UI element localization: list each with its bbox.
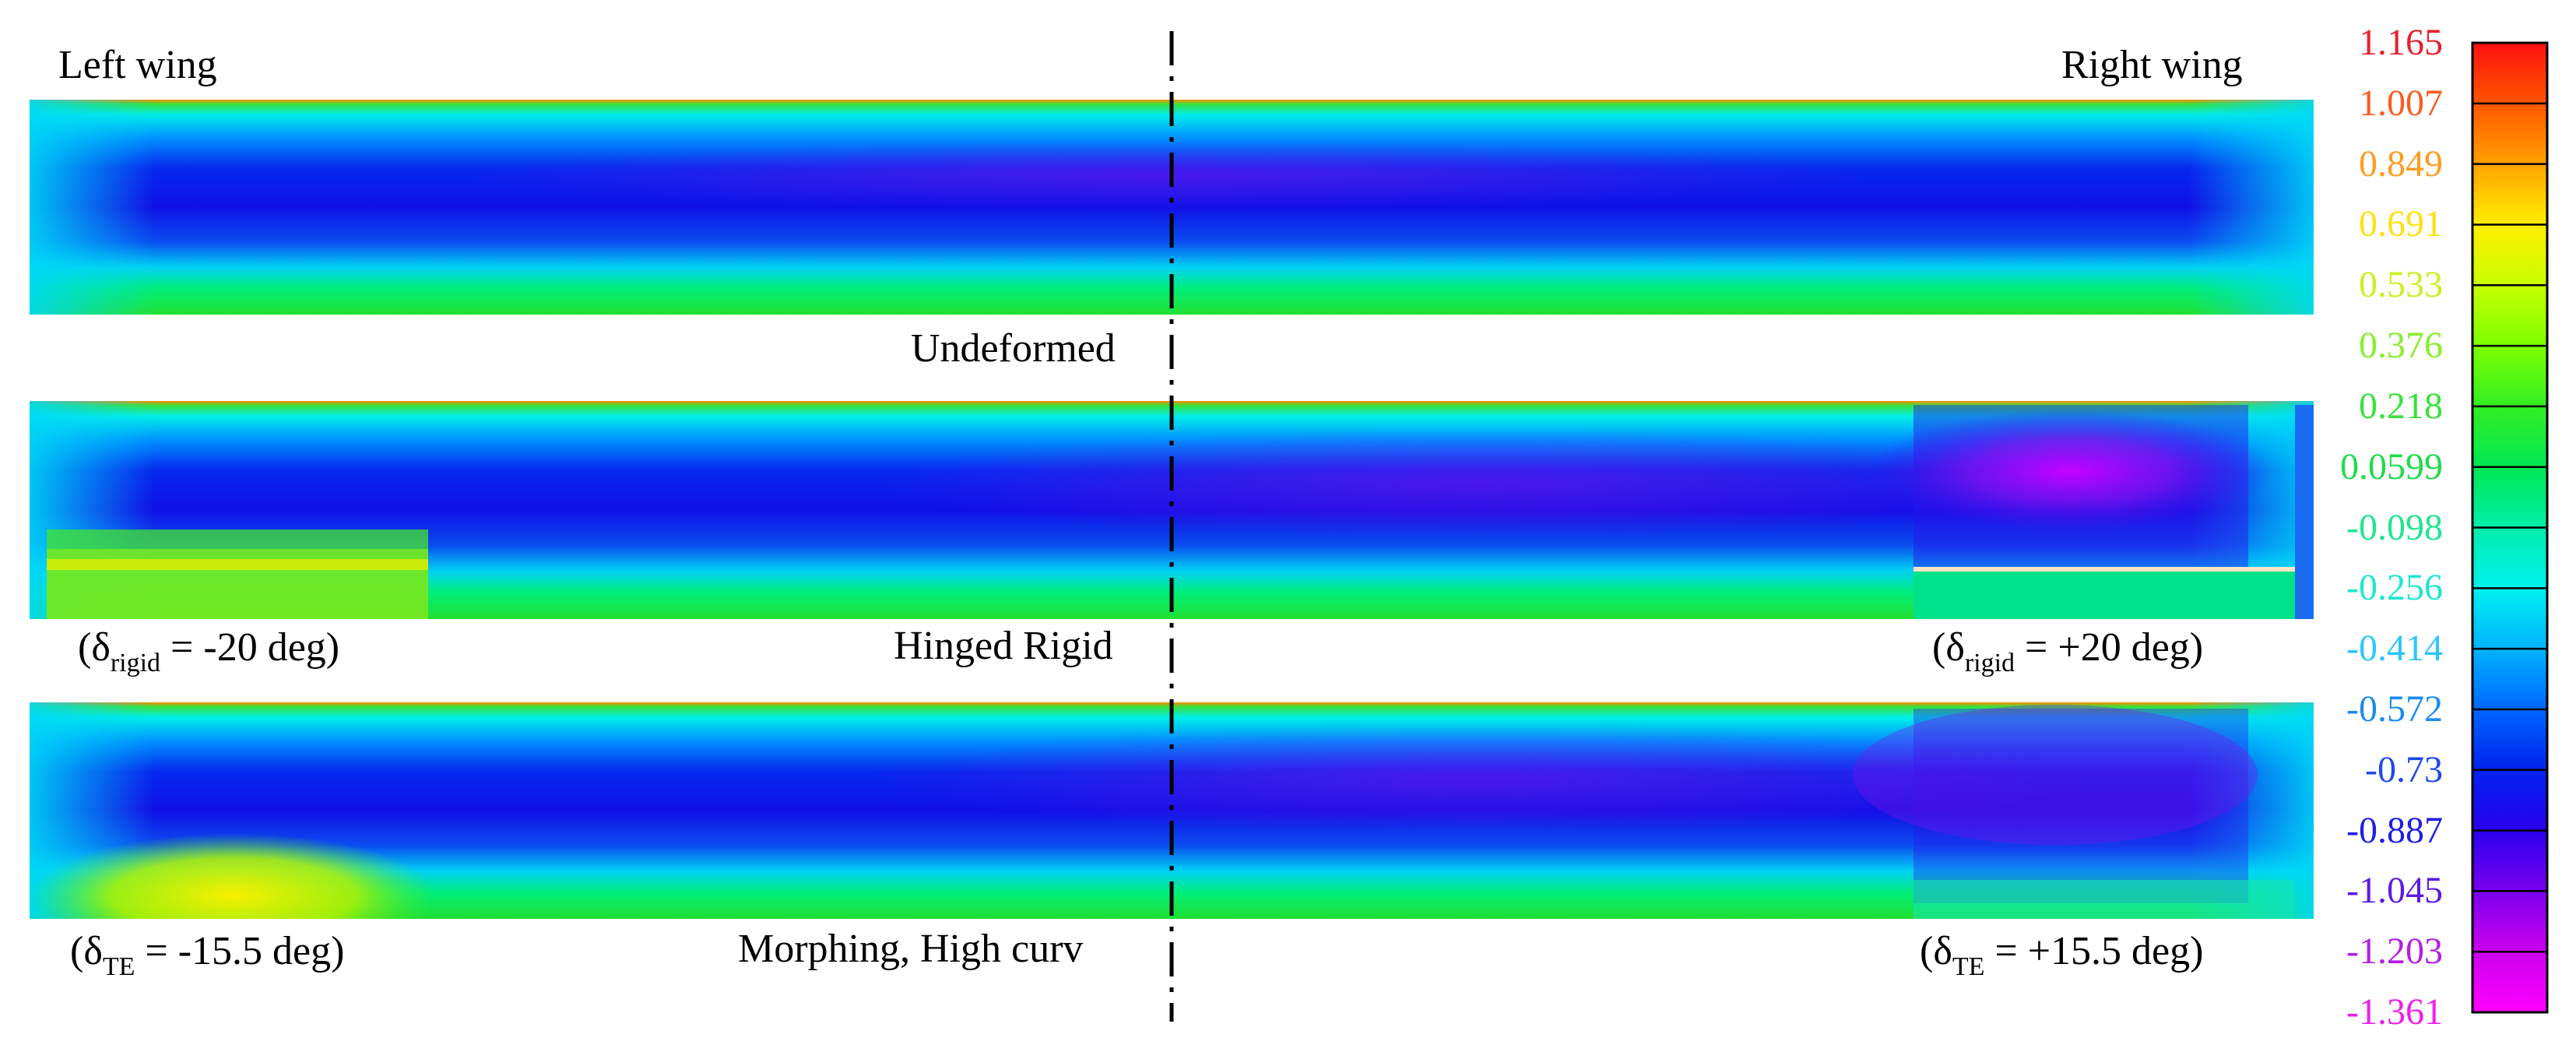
colorbar-tick-label: -1.361 bbox=[2346, 991, 2443, 1033]
colorbar-tick-label: 1.165 bbox=[2359, 22, 2443, 63]
morphing-contour-panel bbox=[30, 702, 2314, 919]
colorbar-tick-label: -0.098 bbox=[2346, 506, 2443, 548]
te-left-post: = -15.5 deg) bbox=[135, 929, 345, 973]
colorbar-tick-label: 0.849 bbox=[2359, 142, 2443, 185]
colorbar-tick-label: -1.203 bbox=[2346, 931, 2443, 973]
rigid-left-post: = -20 deg) bbox=[160, 625, 340, 670]
hinged-rigid-label: Hinged Rigid bbox=[894, 624, 1113, 668]
te-right-post: = +15.5 deg) bbox=[1984, 929, 2204, 973]
left-wing-label: Left wing bbox=[58, 43, 217, 87]
te-right-sub: TE bbox=[1952, 952, 1985, 981]
colorbar-tick-label: 0.533 bbox=[2359, 264, 2443, 306]
colorbar-tick-label: -0.73 bbox=[2365, 748, 2443, 790]
colorbar-tick-label: -0.887 bbox=[2346, 809, 2443, 851]
colorbar-tick-label: 0.0599 bbox=[2340, 445, 2443, 487]
rigid-right-post: = +20 deg) bbox=[2015, 625, 2204, 670]
te-right-pre: (δ bbox=[1920, 929, 1952, 973]
colorbar-tick-label: -0.414 bbox=[2346, 628, 2443, 670]
te-left-pre: (δ bbox=[70, 929, 103, 973]
rigid-left-pre: (δ bbox=[78, 625, 111, 670]
right-wing-label: Right wing bbox=[2061, 43, 2243, 87]
te-left-annotation: (δTE = -15.5 deg) bbox=[70, 929, 345, 980]
colorbar-tick-label: 0.691 bbox=[2359, 203, 2443, 245]
rigid-right-pre: (δ bbox=[1932, 625, 1965, 670]
colorbar bbox=[2471, 41, 2549, 1014]
rigid-left-sub: rigid bbox=[110, 649, 161, 677]
colorbar-tick-label: 0.218 bbox=[2359, 385, 2443, 427]
colorbar-tick-label: -1.045 bbox=[2346, 870, 2443, 912]
rigid-right-sub: rigid bbox=[1964, 649, 2015, 677]
morphing-label: Morphing, High curv bbox=[738, 927, 1084, 971]
colorbar-tick-label: -0.572 bbox=[2346, 688, 2443, 730]
te-left-sub: TE bbox=[102, 952, 135, 981]
rigid-left-annotation: (δrigid = -20 deg) bbox=[78, 625, 340, 677]
rigid-right-annotation: (δrigid = +20 deg) bbox=[1932, 625, 2204, 677]
te-right-annotation: (δTE = +15.5 deg) bbox=[1920, 929, 2204, 980]
colorbar-tick-label: 1.007 bbox=[2359, 82, 2443, 124]
colorbar-tick-label: 0.376 bbox=[2359, 325, 2443, 367]
undeformed-label: Undeformed bbox=[911, 326, 1116, 371]
colorbar-tick-label: -0.256 bbox=[2346, 567, 2443, 609]
